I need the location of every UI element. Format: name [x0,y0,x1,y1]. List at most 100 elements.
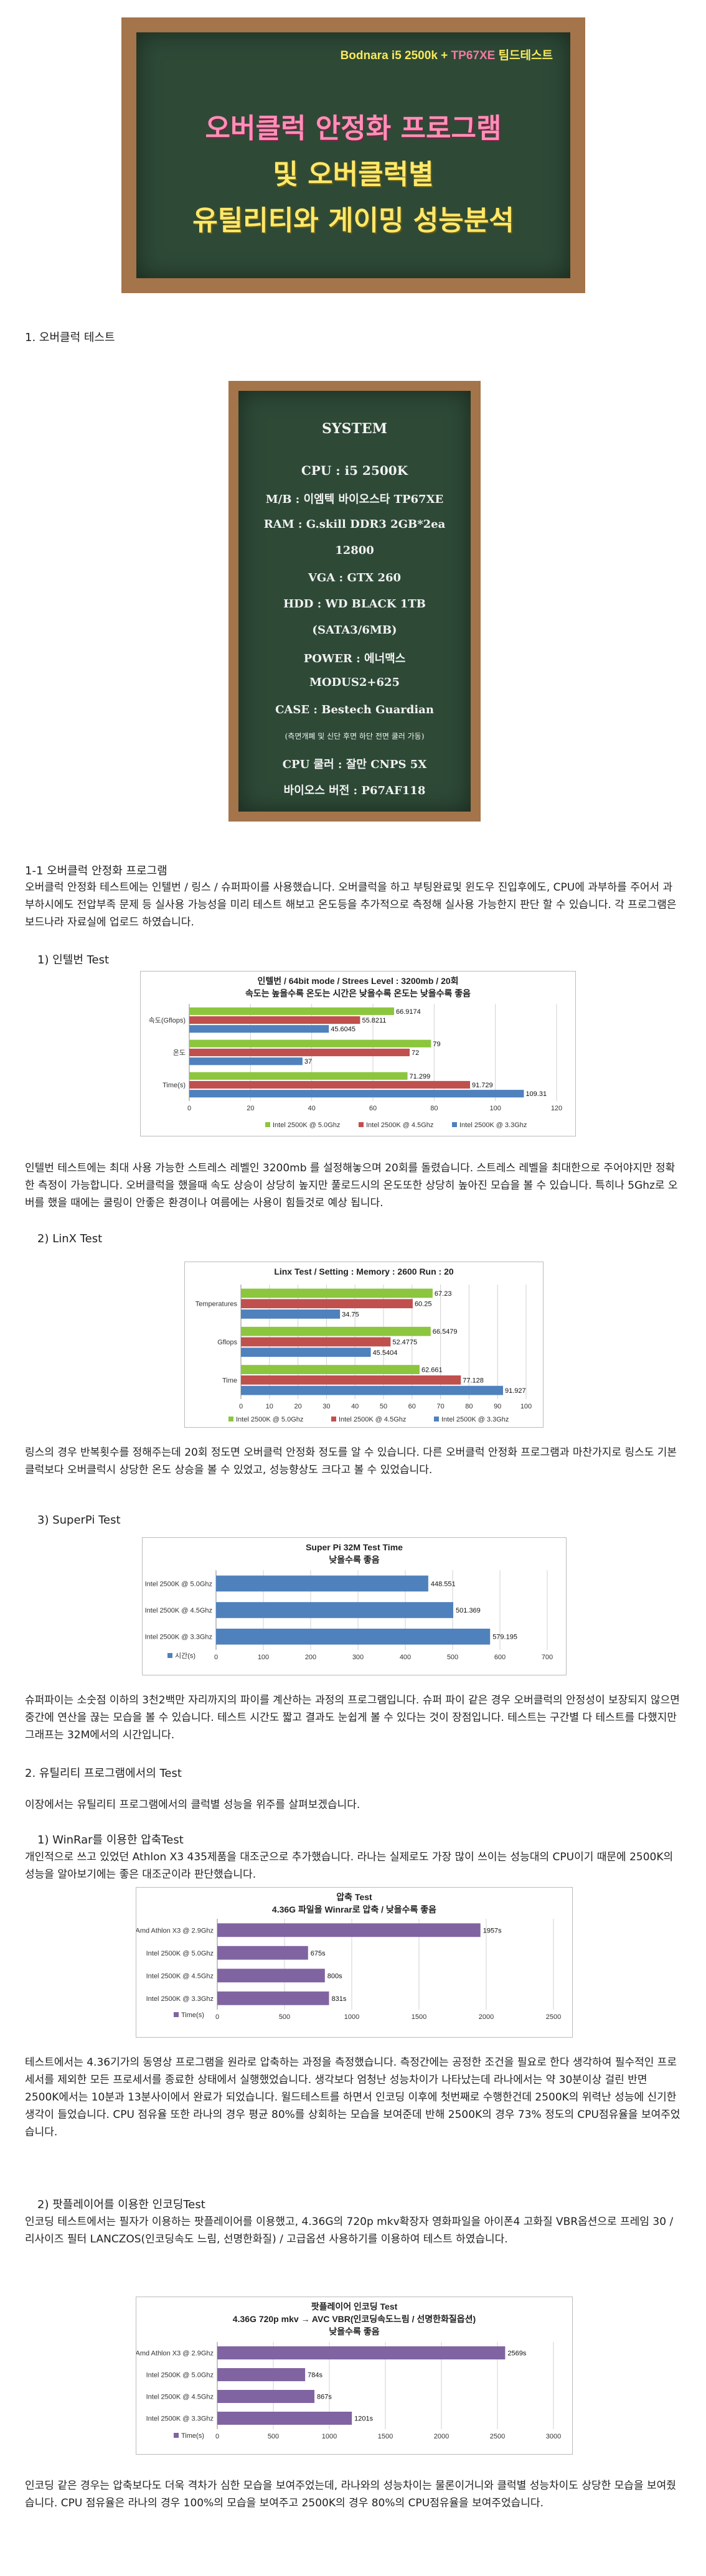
winrar-body2: 테스트에서는 4.36기가의 동영상 프로그램을 원라로 압축하는 과정을 측정… [25,2056,680,2138]
section2-intro: 이장에서는 유틸리티 프로그램에서의 클럭별 성능을 위주를 살펴보겠습니다. [25,1799,360,1811]
chart-title: Super Pi 32M Test Time [306,1542,403,1552]
linx-chart-svg: Linx Test / Setting : Memory : 2600 Run … [195,1267,532,1423]
category-label: Intel 2500K @ 5.0Ghz [146,2372,214,2379]
chart-subtitle: 낮을수록 좋음 [329,1555,379,1565]
banner-line3: 유틸리티와 게이밍 성능분석 [192,205,514,237]
banner-tag-part2: TP67XE [451,49,496,62]
data-label: 1957s [483,1927,502,1934]
section1-heading: 1. 오버클럭 테스트 [25,331,115,344]
legend-swatch [167,1653,172,1658]
title-banner: Bodnara i5 2500k + TP67XE 팀드테스트 오버클럭 안정화… [121,17,585,293]
tick-label: 1000 [322,2433,337,2440]
category-label: Amd Athlon X3 @ 2.9Ghz [136,2350,214,2358]
chart-title: Linx Test / Setting : Memory : 2600 Run … [274,1267,454,1276]
legend-entry: Intel 2500K @ 5.0Ghz [273,1122,340,1129]
data-label: 52.4775 [392,1339,417,1346]
tick-label: 400 [400,1654,411,1661]
tick-label: 60 [369,1105,377,1112]
bar [216,1602,454,1618]
bar [241,1385,504,1395]
tick-label: 40 [308,1105,316,1112]
superpi-chart-svg: Super Pi 32M Test Time 낮을수록 좋음 0 100 200 300 4… [145,1542,553,1661]
category-label: Intel 2500K @ 3.3Ghz [145,1634,212,1641]
data-label: 45.6045 [331,1026,355,1033]
system-line: MODUS2+625 [309,676,400,689]
chart-subtitle: 4.36G 파일을 Winrar로 압축 / 낮을수록 좋음 [272,1904,436,1914]
banner-tag-part3: 팀드테스트 [495,49,553,62]
potplayer-chart-svg: 팟플레이어 인코딩 Test 4.36G 720p mkv → AVC VBR(인… [135,2302,561,2440]
tick-label: 40 [351,1403,359,1410]
legend-entry: Time(s) [181,2432,204,2440]
bar [189,1057,303,1066]
bar [216,1575,428,1592]
system-line: VGA : GTX 260 [308,571,402,584]
data-label: 67.23 [435,1290,452,1298]
data-label: 79 [433,1041,440,1048]
banner-tag: Bodnara i5 2500k + TP67XE 팀드테스트 [136,46,570,63]
category-label: Intel 2500K @ 5.0Ghz [146,1950,214,1957]
data-label: 867s [317,2394,332,2401]
data-label: 45.5404 [373,1349,398,1357]
legend-entry: Time(s) [181,2012,204,2019]
bar [241,1347,371,1357]
tick-label: 120 [551,1105,562,1112]
data-label: 2569s [507,2350,526,2358]
data-label: 675s [311,1950,326,1957]
system-line: (SATA3/6MB) [312,624,397,637]
bar [241,1299,413,1309]
system-line: CASE : Bestech Guardian [275,703,434,716]
tick-label: 500 [268,2433,279,2440]
data-label: 579.195 [492,1634,517,1641]
linx-body: 링스의 경우 반복횟수를 정해주는데 20회 정도면 오버클럭 안정화 정도를 … [25,1446,677,1476]
data-label: 55.8211 [362,1017,386,1024]
winrar-heading: 1) WinRar를 이용한 압축Test [37,1834,184,1847]
data-label: 62.661 [421,1367,443,1374]
tick-label: 200 [305,1654,316,1661]
section1-1-body: 오버클럭 안정화 테스트에는 인텔번 / 링스 / 슈퍼파이를 사용했습니다. … [25,881,677,929]
chart-title: 인텔번 / 64bit mode / Strees Level : 3200mb… [257,976,458,986]
tick-label: 20 [294,1403,301,1410]
bar [216,1628,491,1645]
tick-label: 600 [494,1654,506,1661]
legend-swatch [174,2012,179,2017]
category-label: 온도 [173,1049,186,1057]
tick-label: 0 [215,2433,219,2440]
chart-title: 팟플레이어 인코딩 Test [311,2302,398,2311]
tick-label: 70 [436,1403,444,1410]
legend-entry: Intel 2500K @ 3.3Ghz [459,1122,527,1129]
banner-line2: 및 오버클럭별 [273,159,434,190]
banner-tag-plus: + [437,49,451,62]
category-label: 속도(Gflops) [149,1016,186,1024]
section1-1-heading: 1-1 오버클럭 안정화 프로그램 [25,864,167,878]
chart-subtitle: 4.36G 720p mkv → AVC VBR(인코딩속도느림 / 선명한화질… [233,2314,476,2324]
legend-entry: Intel 2500K @ 4.5Ghz [366,1122,433,1129]
data-label: 784s [308,2372,322,2379]
tick-label: 500 [279,2013,290,2021]
tick-label: 0 [239,1403,243,1410]
intelburn-chart: 인텔번 / 64bit mode / Strees Level : 3200mb… [140,971,576,1136]
category-label: Intel 2500K @ 4.5Ghz [146,2394,214,2401]
tick-label: 1500 [412,2013,426,2021]
winrar-chart-svg: 압축 Test 4.36G 파일을 Winrar로 압축 / 낮을수록 좋음 0 50… [135,1892,561,2021]
tick-label: 2000 [434,2433,449,2440]
winrar-chart: 압축 Test 4.36G 파일을 Winrar로 압축 / 낮을수록 좋음 0 50… [135,1887,573,2038]
legend-swatch [452,1122,457,1127]
data-label: 1201s [354,2415,373,2423]
bar [241,1337,391,1347]
potplayer-heading: 2) 팟플레이어를 이용한 인코딩Test [37,2198,205,2211]
legend-swatch [359,1122,364,1127]
data-label: 77.128 [463,1377,484,1384]
data-label: 501.369 [456,1607,481,1614]
banner-line1: 오버클럭 안정화 프로그램 [205,113,502,144]
bar [189,1025,329,1033]
tick-label: 700 [542,1654,553,1661]
bar [217,1991,329,2005]
tick-label: 100 [489,1105,501,1112]
intelburn-body: 인텔번 테스트에는 최대 사용 가능한 스트레스 레벨인 3200mb 를 설정… [25,1162,678,1209]
system-line: POWER : 에너맥스 [303,652,406,665]
system-line: M/B : 이엠텍 바이오스타 TP67XE [265,493,444,506]
bar [189,1016,360,1024]
category-label: Intel 2500K @ 5.0Ghz [145,1580,212,1588]
chart-subtitle: 속도는 높을수록 온도는 시간은 낮을수록 온도는 낮을수록 좋음 [245,988,471,998]
tick-label: 1000 [344,2013,359,2021]
